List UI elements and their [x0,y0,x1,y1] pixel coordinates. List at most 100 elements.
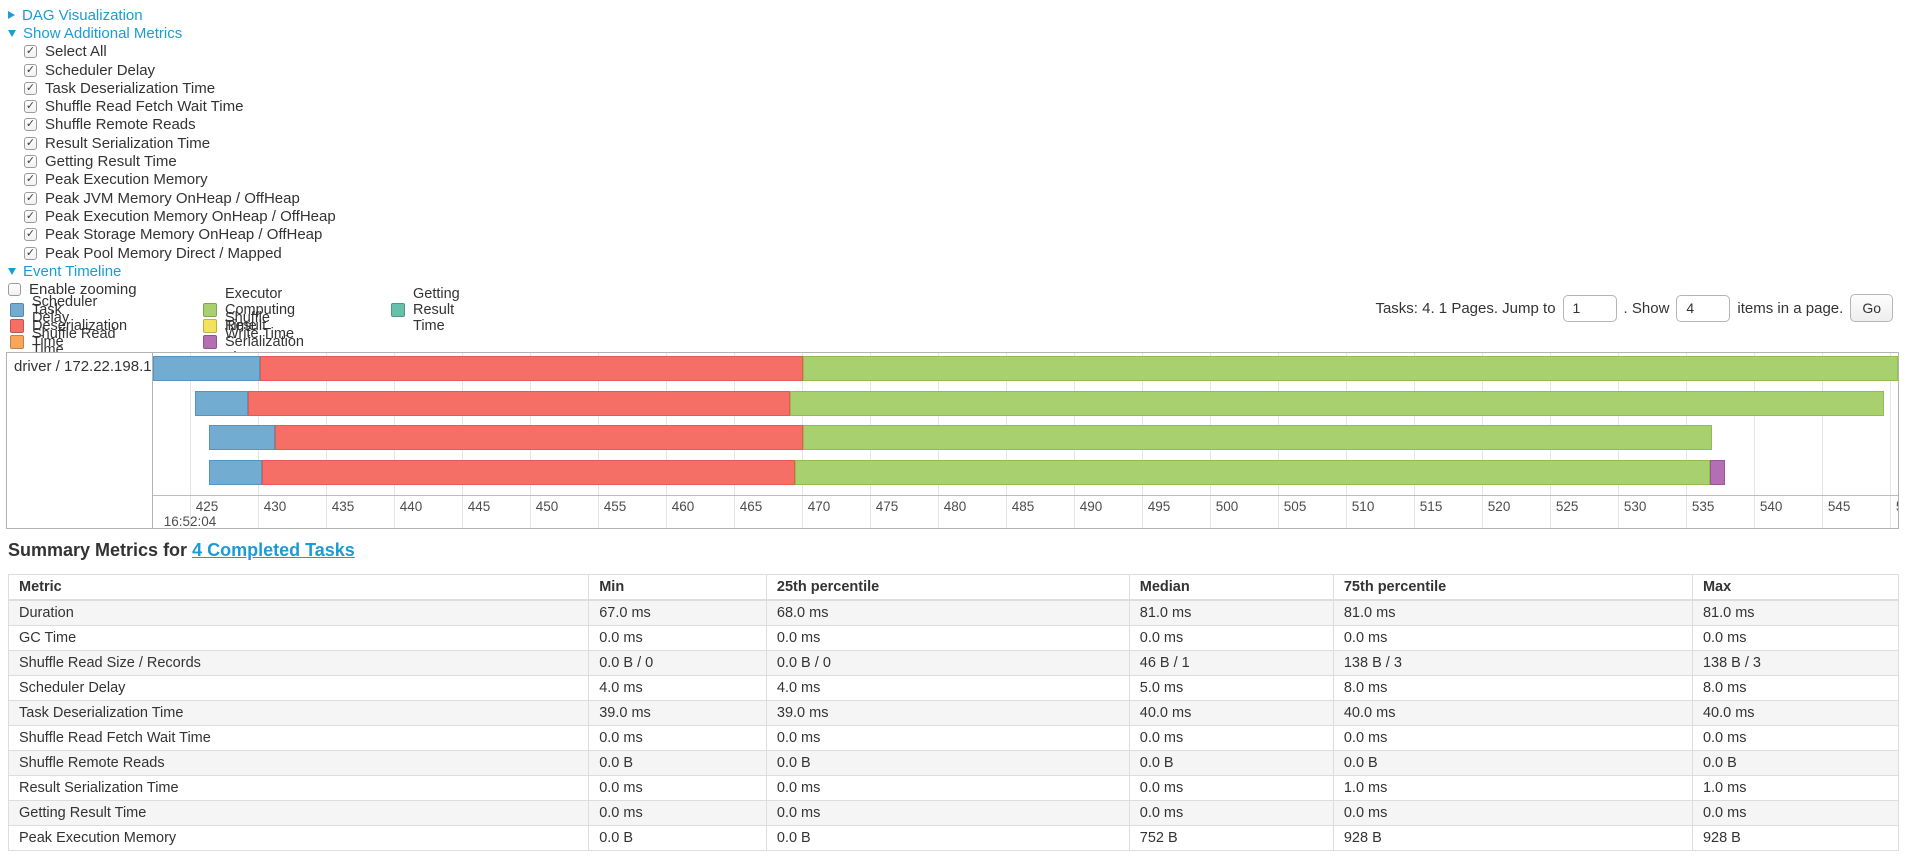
axis-tick-label: 445 [467,499,491,514]
table-row: Shuffle Read Size / Records 0.0 B / 0 0.0 … [7,650,1900,676]
event-timeline-toggle[interactable]: Event Timeline [8,262,336,280]
axis-tick-label: 480 [943,499,967,514]
checkbox[interactable]: ✓ [24,136,37,150]
axis-tick-label: 465 [739,499,763,514]
completed-tasks-link[interactable]: 4 Completed Tasks [192,540,355,560]
executor-computing-bar-segment[interactable] [803,356,1898,381]
metric-checkbox-item[interactable]: ✓ Peak Pool Memory Direct / Mapped [24,244,336,262]
metric-value-cell: 39.0 ms [765,700,1130,726]
metric-value-cell: 138 B / 3 [1691,650,1900,676]
task-deserialization-bar-segment[interactable] [248,391,790,416]
metric-value-cell: 40.0 ms [1128,700,1334,726]
legend-label: Task Deserialization Time [32,302,128,350]
timeline-task-row [153,391,1898,416]
metric-value-cell: 0.0 B / 0 [765,650,1130,676]
result-serialization-bar-segment[interactable] [1710,460,1726,485]
axis-tick-label: 525 [1555,499,1579,514]
dag-visualization-label: DAG Visualization [22,6,143,24]
task-deserialization-bar-segment[interactable] [260,356,804,381]
metric-name-cell: Result Serialization Time [7,775,590,801]
metric-checkbox-item[interactable]: ✓ Peak Execution Memory [24,171,336,189]
metric-checkbox-item[interactable]: ✓ Scheduler Delay [24,61,336,79]
timeline-task-row [153,460,1898,485]
shuffle-read-legend-swatch [10,335,24,349]
summary-metrics-title: Summary Metrics for 4 Completed Tasks [8,540,1899,561]
checkbox[interactable]: ✓ [24,100,37,114]
scheduler-delay-bar-segment[interactable] [195,391,249,416]
metric-value-cell: 81.0 ms [1691,599,1900,626]
metric-value-cell: 0.0 ms [588,625,767,651]
metric-checkbox-item[interactable]: ✓ Peak Execution Memory OnHeap / OffHeap [24,207,336,225]
metric-value-cell: 0.0 B / 0 [588,650,767,676]
checkbox[interactable]: ✓ [24,63,37,77]
executor-computing-legend-swatch [203,303,217,317]
metric-checkbox-item[interactable]: ✓ Shuffle Remote Reads [24,116,336,134]
checkbox[interactable]: ✓ [24,173,37,187]
metric-value-cell: 0.0 ms [1128,725,1334,751]
axis-tick-label: 450 [535,499,559,514]
metric-checkbox-item[interactable]: ✓ Peak Storage Memory OnHeap / OffHeap [24,226,336,244]
metric-checkbox-item[interactable]: ✓ Shuffle Read Fetch Wait Time [24,97,336,115]
axis-tick-label: 490 [1079,499,1103,514]
checkbox[interactable]: ✓ [24,118,37,132]
summary-title-prefix: Summary Metrics for [8,540,193,560]
metric-value-cell: 0.0 B [1332,750,1693,776]
enable-zooming-label: Enable zooming [29,281,137,299]
enable-zooming-checkbox[interactable]: ✓ [8,283,21,297]
executor-computing-bar-segment[interactable] [803,425,1712,450]
metric-checkbox-item[interactable]: ✓ Getting Result Time [24,152,336,170]
table-row: Result Serialization Time 0.0 ms 0.0 ms 0.0… [7,775,1900,801]
task-deserialization-bar-segment[interactable] [275,425,804,450]
executor-computing-bar-segment[interactable] [789,391,1885,416]
axis-tick-label: 510 [1351,499,1375,514]
metric-checkbox-item[interactable]: ✓ Result Serialization Time [24,134,336,152]
axis-time-label: 16:52:04 [163,514,217,528]
scheduler-delay-bar-segment[interactable] [208,460,262,485]
metric-value-cell: 68.0 ms [765,599,1130,626]
gridline [1753,353,1755,528]
dag-visualization-toggle[interactable]: DAG Visualization [8,6,336,24]
items-per-page-input[interactable] [1676,294,1731,322]
enable-zooming-option[interactable]: ✓ Enable zooming [8,280,336,298]
checkbox[interactable]: ✓ [24,246,37,260]
metric-checkbox-label: Scheduler Delay [45,61,156,79]
table-row: Getting Result Time 0.0 ms 0.0 ms 0.0 ms 0.0… [7,800,1900,826]
axis-tick-label: 540 [1759,499,1783,514]
checkbox[interactable]: ✓ [24,191,37,205]
metric-value-cell: 0.0 B [588,825,767,851]
task-pager: Tasks: 4. 1 Pages. Jump to . Show items … [1375,294,1893,322]
page-number-input[interactable] [1562,294,1617,322]
metric-value-cell: 0.0 ms [1128,625,1334,651]
metric-value-cell: 0.0 ms [588,800,767,826]
event-timeline-label: Event Timeline [23,262,122,280]
task-deserialization-bar-segment[interactable] [261,460,795,485]
metric-checkbox-item[interactable]: ✓ Peak JVM Memory OnHeap / OffHeap [24,189,336,207]
scheduler-delay-bar-segment[interactable] [153,356,261,381]
table-row: Task Deserialization Time 39.0 ms 39.0 ms 4… [7,700,1900,726]
metric-value-cell: 4.0 ms [588,675,767,701]
gridline [189,353,191,528]
metric-value-cell: 81.0 ms [1128,599,1334,626]
checkbox[interactable]: ✓ [24,228,37,242]
checkbox[interactable]: ✓ [24,81,37,95]
legend-item: Shuffle Read Time [10,326,127,358]
axis-tick-label: 430 [263,499,287,514]
checkbox[interactable]: ✓ [24,45,37,59]
legend-label: Getting Result Time [413,286,460,334]
scheduler-delay-bar-segment[interactable] [208,425,276,450]
metric-checkbox-item[interactable]: ✓ Select All [24,43,336,61]
table-row: Shuffle Remote Reads 0.0 B 0.0 B 0.0 B 0.0 B… [7,750,1900,776]
metric-value-cell: 40.0 ms [1332,700,1693,726]
column-header: Median [1128,574,1334,601]
show-additional-metrics-toggle[interactable]: Show Additional Metrics [8,24,336,42]
checkbox[interactable]: ✓ [24,209,37,223]
go-button[interactable]: Go [1850,294,1893,322]
metric-checkbox-label: Task Deserialization Time [45,79,216,97]
executor-computing-bar-segment[interactable] [794,460,1711,485]
axis-tick-label: 495 [1147,499,1171,514]
metric-value-cell: 0.0 B [588,750,767,776]
metric-name-cell: Scheduler Delay [7,675,590,701]
checkbox[interactable]: ✓ [24,155,37,169]
metric-checkbox-item[interactable]: ✓ Task Deserialization Time [24,79,336,97]
